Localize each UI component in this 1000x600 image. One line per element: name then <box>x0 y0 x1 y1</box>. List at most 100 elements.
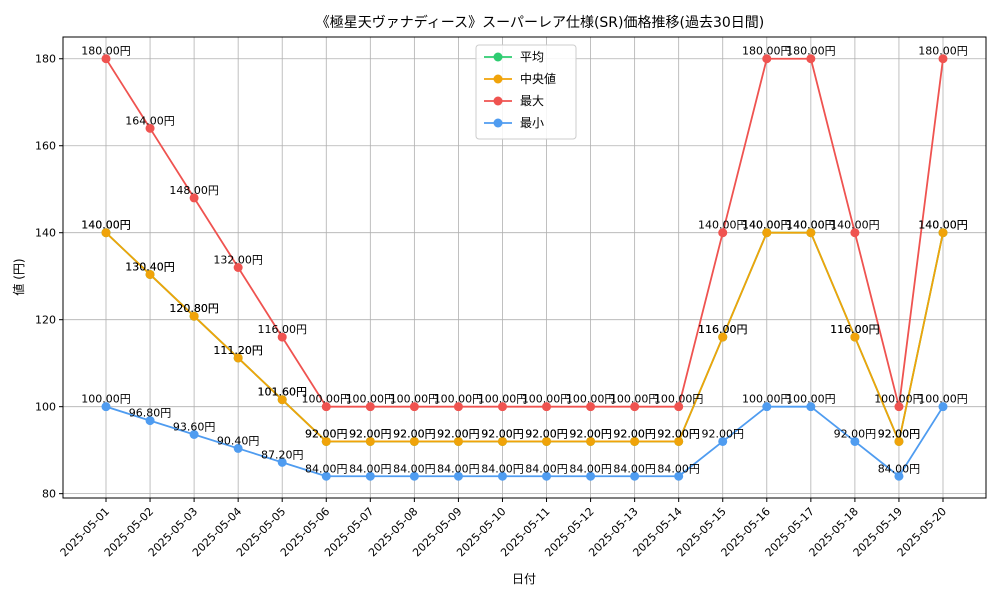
data-label: 100.00円 <box>566 393 616 406</box>
data-point <box>321 471 331 481</box>
chart-title: 《極星天ヴァナディース》スーパーレア仕様(SR)価格推移(過去30日間) <box>316 14 764 31</box>
data-point <box>850 436 860 446</box>
data-label: 116.00円 <box>698 323 748 336</box>
data-label: 140.00円 <box>742 219 792 232</box>
data-point <box>762 228 772 238</box>
legend-entry: 最大 <box>520 94 544 108</box>
data-label: 92.00円 <box>525 427 568 440</box>
data-label: 164.00円 <box>125 114 175 127</box>
data-label: 140.00円 <box>742 219 792 232</box>
data-label: 140.00円 <box>786 219 836 232</box>
data-label: 132.00円 <box>213 254 263 267</box>
data-label: 140.00円 <box>698 219 748 232</box>
y-axis-title: 値 (円) <box>11 258 26 295</box>
data-point <box>762 54 772 64</box>
data-label: 100.00円 <box>918 393 968 406</box>
legend-box <box>475 44 577 140</box>
data-label: 100.00円 <box>874 393 924 406</box>
data-label: 140.00円 <box>830 219 880 232</box>
data-labels: 140.00円 130.40円 120.80円 111.20円 101.60円 92.00… <box>81 45 968 476</box>
data-point <box>233 353 243 363</box>
data-label: 100.00円 <box>346 393 396 406</box>
data-label: 140.00円 <box>918 219 968 232</box>
data-point <box>630 402 640 412</box>
data-label: 180.00円 <box>81 45 131 58</box>
data-label: 100.00円 <box>786 393 836 406</box>
data-label: 116.00円 <box>257 323 307 336</box>
data-point <box>233 443 243 453</box>
data-label: 92.00円 <box>393 427 436 440</box>
data-label: 100.00円 <box>81 393 131 406</box>
data-label: 84.00円 <box>393 462 436 475</box>
data-label: 101.60円 <box>257 386 307 399</box>
data-point <box>189 430 199 440</box>
series-lines <box>101 54 948 481</box>
data-label: 92.00円 <box>349 427 392 440</box>
data-label: 92.00円 <box>569 427 612 440</box>
data-label: 100.00円 <box>478 393 528 406</box>
y-tick-label: 180 <box>35 53 56 66</box>
legend-swatch-marker <box>493 96 503 106</box>
data-point <box>938 54 948 64</box>
data-label: 92.00円 <box>613 427 656 440</box>
legend-swatch-marker <box>493 118 503 128</box>
data-label: 92.00円 <box>305 427 348 440</box>
data-label: 92.00円 <box>481 427 524 440</box>
data-point <box>674 402 684 412</box>
data-label: 92.00円 <box>525 427 568 440</box>
data-label: 84.00円 <box>525 462 568 475</box>
data-label: 84.00円 <box>569 462 612 475</box>
data-point <box>321 436 331 446</box>
data-point <box>453 402 463 412</box>
data-point <box>409 436 419 446</box>
data-point <box>894 436 904 446</box>
data-label: 140.00円 <box>81 219 131 232</box>
data-label: 116.00円 <box>830 323 880 336</box>
data-point <box>321 402 331 412</box>
data-point <box>145 269 155 279</box>
data-label: 84.00円 <box>657 462 700 475</box>
data-point <box>718 228 728 238</box>
data-point <box>630 436 640 446</box>
data-label: 100.00円 <box>390 393 440 406</box>
data-label: 100.00円 <box>302 393 352 406</box>
data-point <box>542 471 552 481</box>
data-point <box>189 193 199 203</box>
data-label: 87.20円 <box>261 448 304 461</box>
data-label: 92.00円 <box>437 427 480 440</box>
data-point <box>674 471 684 481</box>
data-point <box>542 436 552 446</box>
data-label: 101.60円 <box>257 386 307 399</box>
data-label: 130.40円 <box>125 260 175 273</box>
legend-entry: 中央値 <box>520 71 556 86</box>
data-label: 92.00円 <box>393 427 436 440</box>
data-label: 92.00円 <box>834 427 877 440</box>
data-label: 92.00円 <box>437 427 480 440</box>
data-point <box>586 436 596 446</box>
data-label: 116.00円 <box>698 323 748 336</box>
data-label: 180.00円 <box>742 45 792 58</box>
data-point <box>189 311 199 321</box>
data-label: 111.20円 <box>213 344 263 357</box>
plot-frame <box>62 36 987 499</box>
grid-lines <box>63 37 986 498</box>
legend-entry: 平均 <box>520 50 544 64</box>
data-point <box>806 228 816 238</box>
y-tick-label: 80 <box>42 488 56 501</box>
data-label: 84.00円 <box>349 462 392 475</box>
data-point <box>145 123 155 133</box>
series-line <box>105 405 944 478</box>
data-point <box>365 402 375 412</box>
data-point <box>409 402 419 412</box>
data-label: 92.00円 <box>613 427 656 440</box>
data-point <box>453 436 463 446</box>
data-point <box>497 436 507 446</box>
data-point <box>850 228 860 238</box>
data-point <box>497 471 507 481</box>
y-tick-label: 100 <box>35 401 56 414</box>
y-tick-label: 160 <box>35 140 56 153</box>
data-point <box>894 471 904 481</box>
